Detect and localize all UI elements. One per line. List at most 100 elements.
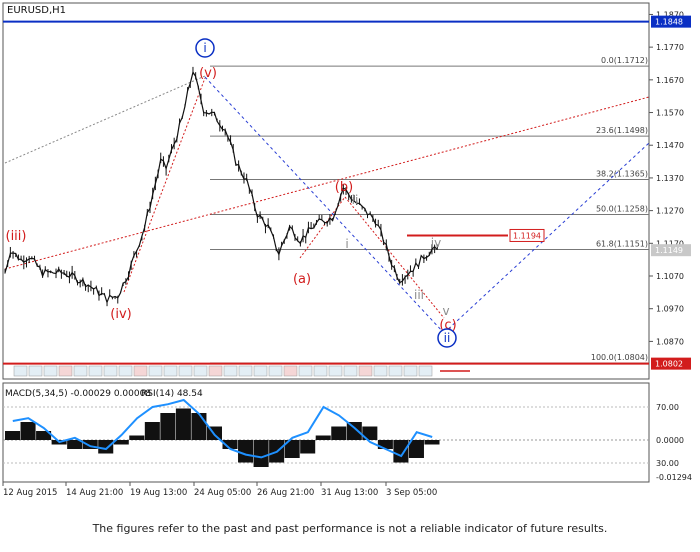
macd-histogram-bar — [191, 413, 207, 440]
chart-canvas[interactable]: 0.0(1.1712) 23.6(1.1498) 38.2(1.1365) 50.0(… — [0, 0, 700, 505]
wave-label-blue-circle — [195, 38, 215, 58]
price-line — [4, 70, 438, 305]
macd-histogram-bar — [160, 413, 176, 440]
macd-histogram-bar — [98, 440, 114, 454]
wave-label-red: (iii) — [6, 229, 27, 244]
time-marker — [193, 365, 208, 377]
price-axis: 1.1870 1.1770 1.1670 1.1570 1.1470 1.1370 1.12… — [649, 10, 684, 346]
symbol-label: EURUSD,H1 — [7, 5, 66, 16]
time-axis-tick-label: 26 Aug 21:00 — [257, 488, 314, 498]
time-marker — [283, 365, 298, 377]
macd-histogram-bar — [393, 440, 409, 463]
price-axis-tick-label: 1.1670 — [656, 76, 684, 85]
time-axis-tick-label: 3 Sep 05:00 — [386, 488, 437, 498]
time-marker — [118, 365, 133, 377]
target-tag — [509, 228, 545, 242]
fibonacci-label: 0.0(1.1712) — [601, 56, 648, 65]
wave-label-red: (b) — [335, 180, 353, 195]
macd-histogram-bar — [129, 435, 145, 440]
time-marker — [373, 365, 388, 377]
wave-label-blue: ii — [444, 331, 451, 345]
time-marker — [223, 365, 238, 377]
wave-label-red: (v) — [199, 66, 217, 81]
macd-label: MACD(5,34,5) -0.00029 0.00008 — [5, 389, 151, 399]
macd-histogram-bar — [36, 431, 52, 440]
time-marker — [238, 365, 253, 377]
fibonacci-label: 38.2(1.1365) — [596, 170, 648, 179]
time-marker — [73, 365, 88, 377]
price-axis-tick-label: 1.1870 — [656, 10, 684, 19]
time-marker — [133, 365, 148, 377]
wave-label-red: (a) — [293, 272, 311, 287]
time-marker — [58, 365, 73, 377]
time-marker — [418, 365, 433, 377]
time-marker — [298, 365, 313, 377]
price-axis-tick-label: 1.1270 — [656, 207, 684, 216]
price-axis-tick-label: 1.1070 — [656, 272, 684, 281]
current-price-tag — [651, 244, 691, 257]
disclaimer-text: The figures refer to the past and past p… — [92, 522, 608, 535]
time-marker — [103, 365, 118, 377]
time-marker — [358, 365, 373, 377]
time-marker — [343, 365, 358, 377]
time-axis-tick-label: 31 Aug 13:00 — [321, 488, 378, 498]
channel-line-upper — [4, 75, 206, 164]
time-axis-tick-label: 24 Aug 05:00 — [194, 488, 251, 498]
wave-b-line — [299, 196, 346, 259]
key-level-tag-text: 1.1848 — [655, 18, 683, 27]
key-level-tag-text: 1.0802 — [655, 360, 683, 369]
trend-lines — [4, 75, 650, 334]
chart-background — [0, 0, 700, 505]
oscillator-axis-tick-label: -0.01294 — [656, 473, 692, 482]
time-marker — [328, 365, 343, 377]
time-marker — [163, 365, 178, 377]
time-marker — [313, 365, 328, 377]
price-levels: 1.1848 1.0802 1.1149 1.1194 — [3, 15, 691, 370]
macd-histogram-bar — [175, 408, 191, 440]
wave-ii-line — [204, 76, 445, 334]
wave-label-blue: i — [203, 41, 206, 55]
macd-histogram-bar — [67, 440, 83, 449]
time-axis-tick-label: 14 Aug 21:00 — [66, 488, 123, 498]
time-marker — [28, 365, 43, 377]
time-marker — [88, 365, 103, 377]
macd-histogram-bar — [362, 426, 378, 440]
main-pane-frame — [2, 2, 650, 380]
time-marker — [13, 365, 28, 377]
macd-histogram-bar — [331, 426, 347, 440]
time-marker — [388, 365, 403, 377]
macd-histogram-bar — [408, 440, 424, 458]
macd-histogram-bar — [20, 422, 36, 440]
wave-label-grey: ii — [352, 193, 359, 207]
price-axis-tick-label: 1.1170 — [656, 239, 684, 248]
time-axis-tick-label: 12 Aug 2015 — [3, 488, 57, 498]
current-price-tag-text: 1.1149 — [655, 246, 683, 255]
price-axis-tick-label: 1.1770 — [656, 43, 684, 52]
oscillator-pane-frame — [2, 382, 650, 483]
oscillator-axis-tick-label: 0.0000 — [656, 436, 684, 445]
wave-label-grey: iii — [414, 288, 424, 302]
time-marker — [148, 365, 163, 377]
macd-histogram-bar — [315, 435, 331, 440]
macd-histogram-bar — [346, 422, 362, 440]
price-bars — [4, 66, 438, 307]
macd-histogram-bar — [222, 440, 238, 449]
oscillator-axis-tick-label: 30.00 — [656, 459, 679, 468]
macd-histogram-bar — [300, 440, 316, 454]
time-marker — [268, 365, 283, 377]
target-tag-text: 1.1194 — [513, 231, 541, 240]
time-marker — [403, 365, 418, 377]
wave-label-grey: iv — [431, 236, 441, 250]
projection-line — [443, 142, 650, 334]
fibonacci-label: 100.0(1.0804) — [591, 353, 648, 362]
wave-label-red: (iv) — [110, 307, 131, 322]
wave-label-grey: i — [345, 237, 348, 251]
time-marker — [178, 365, 193, 377]
time-marker — [208, 365, 223, 377]
macd-histogram-bar — [284, 440, 300, 458]
macd-histogram-bar — [82, 440, 98, 449]
wave-label-grey: v — [442, 304, 449, 318]
price-axis-tick-label: 1.1370 — [656, 174, 684, 183]
oscillator-pane: 70.00 0.0000 30.00 -0.01294 — [3, 398, 692, 482]
